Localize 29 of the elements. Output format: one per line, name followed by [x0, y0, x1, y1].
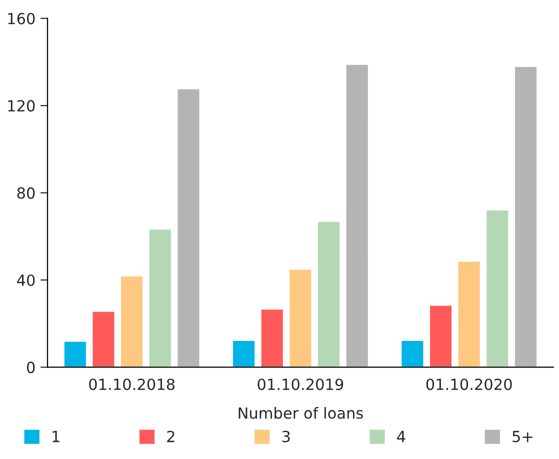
- x-tick-label: 01.10.2019: [258, 378, 344, 390]
- y-tick-label: 40: [17, 274, 35, 286]
- bar: [91, 310, 116, 368]
- x-axis-title: Number of loans: [238, 406, 363, 419]
- bar: [456, 260, 482, 368]
- bar: [288, 268, 313, 368]
- y-tick-label: 0: [26, 362, 35, 374]
- bar: [148, 228, 172, 368]
- legend-label: 3: [282, 430, 290, 442]
- bar: [316, 220, 341, 368]
- x-tick-label: 01.10.2018: [89, 378, 175, 390]
- bar: [232, 339, 256, 368]
- y-tick-label: 80: [17, 187, 35, 199]
- legend-label: 5+: [512, 430, 532, 442]
- bar: [428, 304, 453, 368]
- x-tick-label: 01.10.2020: [426, 378, 512, 390]
- bar: [120, 274, 144, 368]
- bar: [485, 209, 510, 368]
- legend-label: 1: [52, 430, 60, 442]
- bar: [400, 339, 425, 368]
- bar: [344, 63, 370, 368]
- bar: [514, 66, 538, 368]
- y-tick-label: 120: [8, 100, 35, 112]
- y-tick-label: 160: [8, 12, 35, 24]
- legend-label: 2: [167, 430, 174, 442]
- legend-label: 4: [397, 430, 406, 442]
- bar: [63, 340, 88, 368]
- bar: [260, 308, 284, 368]
- bar: [176, 88, 201, 368]
